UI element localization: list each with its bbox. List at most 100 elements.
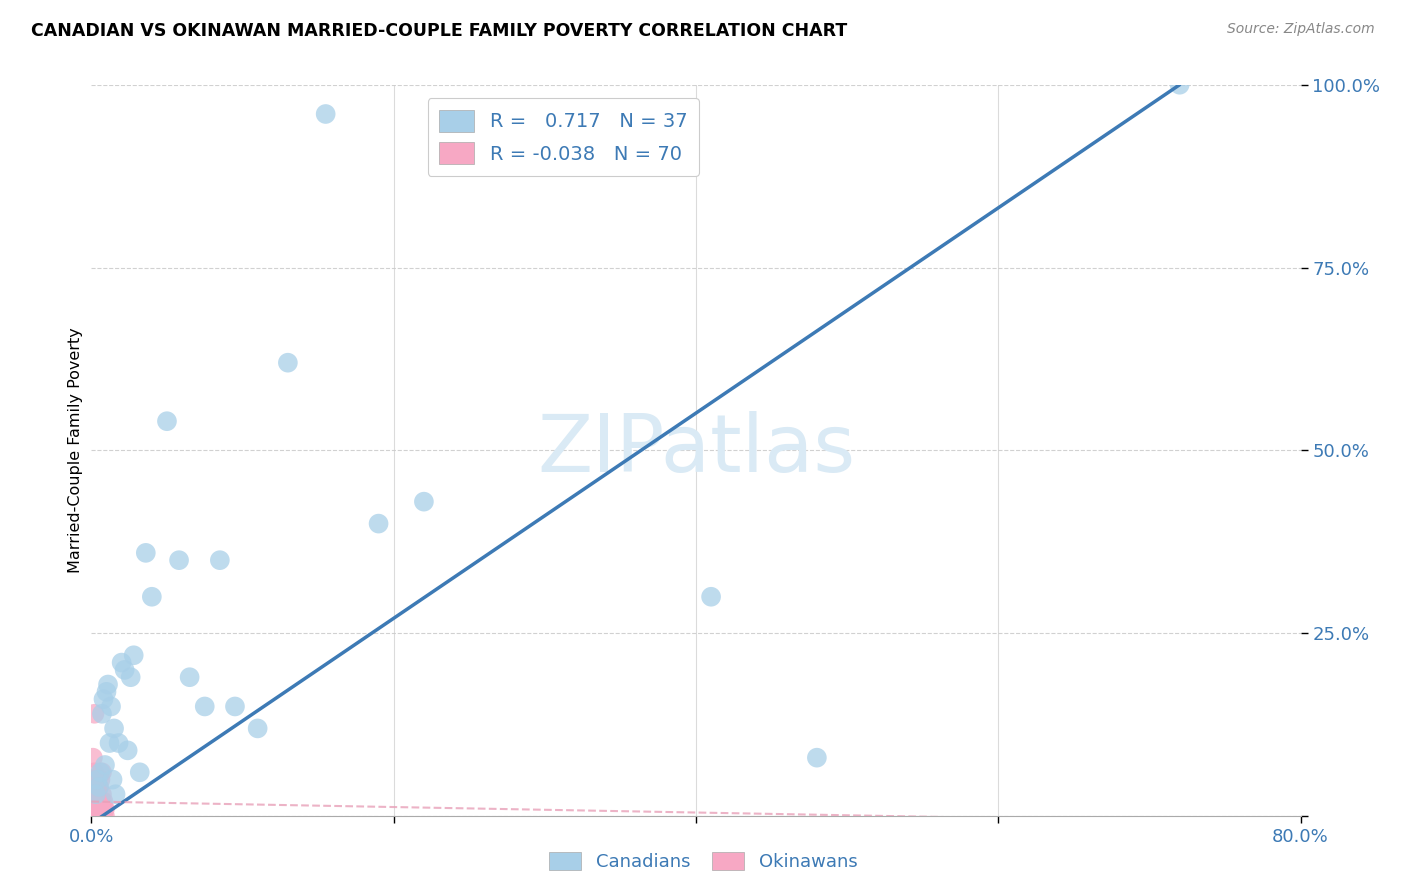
Point (80, 809, 103, 823)
Point (83, 765, 105, 780)
Point (87, 795, 110, 809)
Point (1168, 78, 1191, 92)
Point (84, 809, 107, 823)
Point (84, 795, 107, 809)
Point (208, 553, 231, 567)
Point (86, 780, 108, 794)
Point (100, 699, 122, 714)
Point (700, 590, 723, 604)
Point (91, 787, 114, 801)
Point (86, 809, 108, 823)
Point (94, 802, 117, 816)
Point (84, 795, 107, 809)
Point (179, 670, 201, 684)
Point (93, 809, 115, 823)
Point (82, 809, 104, 823)
Point (87, 802, 110, 816)
Point (91, 765, 114, 780)
Point (89, 809, 111, 823)
Point (83, 809, 105, 823)
Point (120, 670, 142, 684)
Point (806, 750, 828, 764)
Point (103, 722, 125, 736)
Point (83, 809, 105, 823)
Point (82, 809, 104, 823)
Point (80, 795, 103, 809)
Point (94, 809, 117, 823)
Point (87, 802, 110, 816)
Point (224, 699, 246, 714)
Point (82, 787, 104, 801)
Point (246, 722, 269, 736)
Point (117, 743, 139, 757)
Point (413, 494, 436, 508)
Point (128, 765, 150, 780)
Text: Source: ZipAtlas.com: Source: ZipAtlas.com (1227, 22, 1375, 37)
Point (82, 750, 104, 764)
Point (84, 772, 107, 787)
Point (194, 699, 217, 714)
Point (86, 802, 108, 816)
Point (91, 809, 114, 823)
Point (91, 706, 114, 721)
Point (277, 356, 299, 370)
Point (80, 802, 103, 816)
Point (80, 809, 103, 823)
Point (82, 809, 104, 823)
Point (80, 802, 103, 816)
Point (98, 736, 121, 750)
Text: CANADIAN VS OKINAWAN MARRIED-COUPLE FAMILY POVERTY CORRELATION CHART: CANADIAN VS OKINAWAN MARRIED-COUPLE FAMI… (31, 22, 848, 40)
Point (91, 802, 114, 816)
Point (87, 809, 110, 823)
Point (367, 516, 389, 531)
Point (89, 802, 111, 816)
Point (83, 787, 105, 801)
Point (101, 772, 124, 787)
Point (87, 809, 110, 823)
Legend: Canadians, Okinawans: Canadians, Okinawans (541, 845, 865, 879)
Point (315, 107, 337, 121)
Point (84, 809, 107, 823)
Point (91, 795, 114, 809)
Point (96, 685, 118, 699)
Point (93, 802, 115, 816)
Point (84, 787, 107, 801)
Point (114, 663, 136, 677)
Point (82, 809, 104, 823)
Point (94, 758, 117, 772)
Point (82, 795, 104, 809)
Point (89, 802, 111, 816)
Point (86, 802, 108, 816)
Point (83, 802, 105, 816)
Point (86, 809, 108, 823)
Point (86, 772, 108, 787)
Point (86, 809, 108, 823)
Point (104, 787, 127, 801)
Point (111, 656, 132, 670)
Text: ZIPatlas: ZIPatlas (537, 411, 855, 490)
Point (86, 795, 108, 809)
Legend: R =   0.717   N = 37, R = -0.038   N = 70: R = 0.717 N = 37, R = -0.038 N = 70 (427, 98, 699, 176)
Point (107, 736, 129, 750)
Point (83, 809, 105, 823)
Point (135, 546, 157, 560)
Point (93, 692, 115, 706)
Point (83, 795, 105, 809)
Y-axis label: Married-Couple Family Poverty: Married-Couple Family Poverty (67, 327, 83, 574)
Point (84, 809, 107, 823)
Point (156, 414, 179, 428)
Point (167, 553, 190, 567)
Point (83, 706, 105, 721)
Point (83, 802, 105, 816)
Point (83, 780, 105, 794)
Point (87, 809, 110, 823)
Point (82, 809, 104, 823)
Point (122, 648, 145, 663)
Point (82, 809, 104, 823)
Point (89, 765, 111, 780)
Point (82, 772, 104, 787)
Point (82, 802, 104, 816)
Point (84, 802, 107, 816)
Point (97, 677, 120, 691)
Point (84, 809, 107, 823)
